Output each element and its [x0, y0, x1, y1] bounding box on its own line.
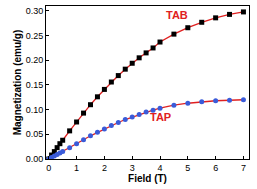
svg-text:4: 4	[158, 163, 163, 173]
svg-text:0.25: 0.25	[26, 31, 44, 41]
svg-text:2: 2	[102, 163, 107, 173]
svg-text:0.05: 0.05	[26, 129, 44, 139]
svg-text:3: 3	[130, 163, 135, 173]
svg-text:7: 7	[241, 163, 246, 173]
svg-text:0.20: 0.20	[26, 55, 44, 65]
svg-text:5: 5	[185, 163, 190, 173]
svg-text:TAP: TAP	[150, 111, 171, 123]
svg-text:Magnetization (emu/g): Magnetization (emu/g)	[12, 30, 23, 136]
svg-text:0.10: 0.10	[26, 105, 44, 115]
svg-text:Field (T): Field (T)	[128, 173, 167, 184]
svg-text:0.30: 0.30	[26, 6, 44, 16]
svg-text:6: 6	[213, 163, 218, 173]
svg-text:0.15: 0.15	[26, 80, 44, 90]
svg-text:0: 0	[46, 163, 51, 173]
svg-text:TAB: TAB	[166, 9, 188, 21]
svg-text:1: 1	[74, 163, 79, 173]
svg-text:0.00: 0.00	[26, 154, 44, 164]
